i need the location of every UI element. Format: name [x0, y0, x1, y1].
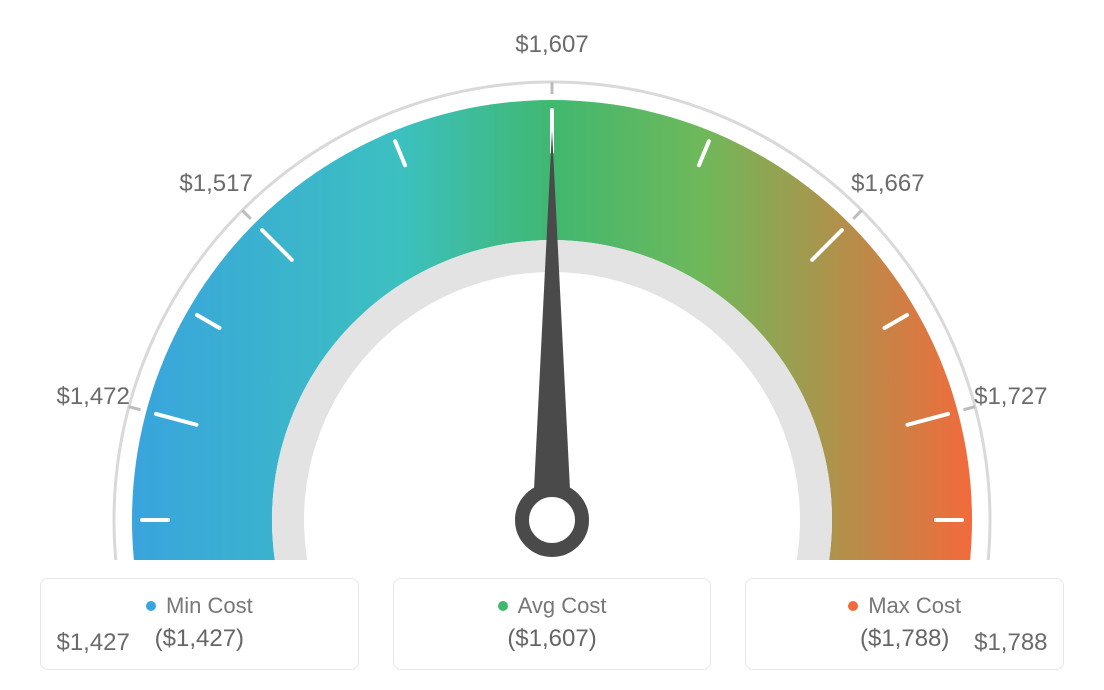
max-cost-card: Max Cost ($1,788) — [745, 578, 1064, 670]
min-cost-card: Min Cost ($1,427) — [40, 578, 359, 670]
gauge-tick-label: $1,607 — [515, 31, 588, 59]
avg-cost-label: Avg Cost — [518, 593, 607, 619]
card-head: Avg Cost — [498, 593, 607, 619]
min-cost-value: ($1,427) — [155, 625, 244, 653]
gauge-tick-label: $1,472 — [56, 383, 129, 411]
gauge-svg — [52, 20, 1052, 560]
card-head: Max Cost — [848, 593, 961, 619]
avg-cost-card: Avg Cost ($1,607) — [393, 578, 712, 670]
avg-cost-value: ($1,607) — [507, 625, 596, 653]
gauge-tick-label: $1,727 — [974, 383, 1047, 411]
dot-icon — [848, 601, 858, 611]
gauge-tick-label: $1,667 — [851, 170, 924, 198]
legend-cards: Min Cost ($1,427) Avg Cost ($1,607) Max … — [0, 578, 1104, 670]
gauge-area: $1,427$1,472$1,517$1,607$1,667$1,727$1,7… — [52, 20, 1052, 560]
card-head: Min Cost — [146, 593, 253, 619]
min-cost-label: Min Cost — [166, 593, 253, 619]
dot-icon — [498, 601, 508, 611]
max-cost-value: ($1,788) — [860, 625, 949, 653]
gauge-chart-container: $1,427$1,472$1,517$1,607$1,667$1,727$1,7… — [0, 0, 1104, 690]
gauge-tick-label: $1,517 — [179, 170, 252, 198]
max-cost-label: Max Cost — [868, 593, 961, 619]
dot-icon — [146, 601, 156, 611]
